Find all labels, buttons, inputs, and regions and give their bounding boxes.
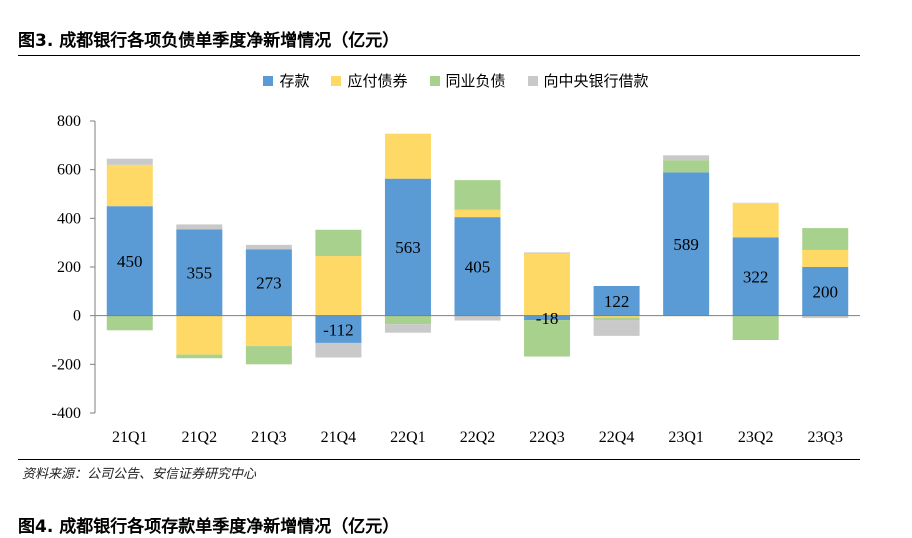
data-label: 589 [673,235,699,254]
y-tick-label: -200 [52,356,81,373]
bar-deposits [176,229,223,316]
bar-central-bank [384,324,431,333]
bar-deposits [454,217,501,316]
x-tick-label: 22Q4 [599,429,635,446]
data-label: 322 [743,267,769,286]
bar-bonds-payable [524,253,571,316]
source-rule [18,459,860,460]
legend-item-deposits: 存款 [263,70,309,91]
x-tick-label: 23Q3 [807,429,843,446]
bar-interbank [176,354,223,359]
bar-deposits [802,267,849,316]
data-label: 405 [465,257,491,276]
bar-interbank [384,315,431,325]
bar-interbank [106,315,153,331]
x-tick-label: 21Q1 [112,429,148,446]
x-tick-label: 21Q3 [251,429,287,446]
bar-interbank [663,160,710,173]
data-label: 563 [395,238,421,257]
legend-label-deposits: 存款 [279,72,310,90]
title-rule [18,55,860,56]
bar-bonds-payable [176,315,223,355]
bar-deposits [663,172,710,316]
x-tick-label: 22Q2 [460,429,496,446]
legend-item-interbank: 同业负债 [429,70,506,91]
bar-central-bank [106,158,153,165]
x-tick-label: 21Q4 [321,429,357,446]
legend-item-bonds-payable: 应付债券 [331,70,408,91]
bar-bonds-payable [732,203,779,238]
bar-central-bank [524,252,571,254]
legend-label-central-bank: 向中央银行借款 [543,72,649,90]
data-label: 122 [604,292,630,311]
bar-interbank [315,229,362,257]
bar-deposits [593,285,640,316]
y-tick-label: -400 [52,405,81,422]
legend-label-interbank: 同业负债 [445,72,506,90]
bar-deposits [245,249,292,316]
legend-swatch-bonds-payable [331,75,342,86]
next-figure-title: 图4. 成都银行各项存款单季度净新增情况（亿元） [18,517,400,537]
x-tick-label: 22Q1 [390,429,426,446]
bar-bonds-payable [802,249,849,267]
bar-bonds-payable [454,209,501,218]
y-tick-label: 600 [57,162,81,179]
bar-deposits [524,315,571,321]
data-label: 273 [256,273,282,292]
bar-deposits [315,315,362,343]
data-label: 450 [117,252,143,271]
legend-swatch-central-bank [527,75,538,86]
bar-interbank [802,228,849,250]
bar-bonds-payable [593,315,640,318]
bar-central-bank [315,342,362,358]
y-tick-label: 200 [57,259,81,276]
bar-central-bank [454,315,501,321]
bar-interbank [454,180,501,210]
bar-central-bank [663,155,710,161]
bar-interbank [524,320,571,357]
y-tick-label: 800 [57,113,81,130]
bar-deposits [106,206,153,316]
data-label: -18 [536,309,559,328]
bar-deposits [384,178,431,316]
x-tick-label: 21Q2 [182,429,218,446]
source-note: 资料来源：公司公告、安信证券研究中心 [22,467,257,482]
legend-item-central-bank: 向中央银行借款 [527,70,649,91]
x-tick-label: 23Q2 [738,429,774,446]
y-tick-label: 0 [73,308,81,325]
figure-title: 图3. 成都银行各项负债单季度净新增情况（亿元） [18,31,400,51]
legend-swatch-deposits [263,75,274,86]
data-label: 355 [187,263,213,282]
legend-label-bonds-payable: 应付债券 [347,72,408,90]
bar-bonds-payable [245,315,292,347]
bar-deposits [732,237,779,316]
chart-legend: 存款 应付债券 同业负债 向中央银行借款 [0,70,912,91]
bar-central-bank [802,315,849,319]
bar-interbank [732,315,779,340]
bar-interbank [593,317,640,321]
bar-interbank [245,346,292,365]
bar-central-bank [245,244,292,250]
bar-central-bank [176,224,223,230]
bar-central-bank [593,320,640,336]
bar-bonds-payable [315,256,362,316]
bar-bonds-payable [106,164,153,207]
x-tick-label: 22Q3 [529,429,565,446]
data-label: -112 [323,320,354,339]
y-tick-label: 400 [57,210,81,227]
bar-bonds-payable [384,133,431,179]
x-tick-label: 23Q1 [668,429,704,446]
legend-swatch-interbank [429,75,440,86]
data-label: 200 [812,282,838,301]
